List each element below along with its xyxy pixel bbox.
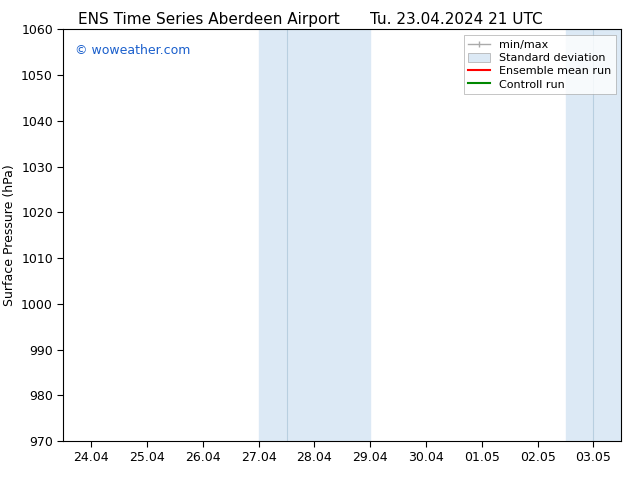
Text: © woweather.com: © woweather.com — [75, 44, 190, 57]
Legend: min/max, Standard deviation, Ensemble mean run, Controll run: min/max, Standard deviation, Ensemble me… — [463, 35, 616, 94]
Bar — [259, 29, 370, 441]
Y-axis label: Surface Pressure (hPa): Surface Pressure (hPa) — [3, 164, 16, 306]
Text: ENS Time Series Aberdeen Airport: ENS Time Series Aberdeen Airport — [79, 12, 340, 27]
Bar — [566, 29, 621, 441]
Text: Tu. 23.04.2024 21 UTC: Tu. 23.04.2024 21 UTC — [370, 12, 543, 27]
